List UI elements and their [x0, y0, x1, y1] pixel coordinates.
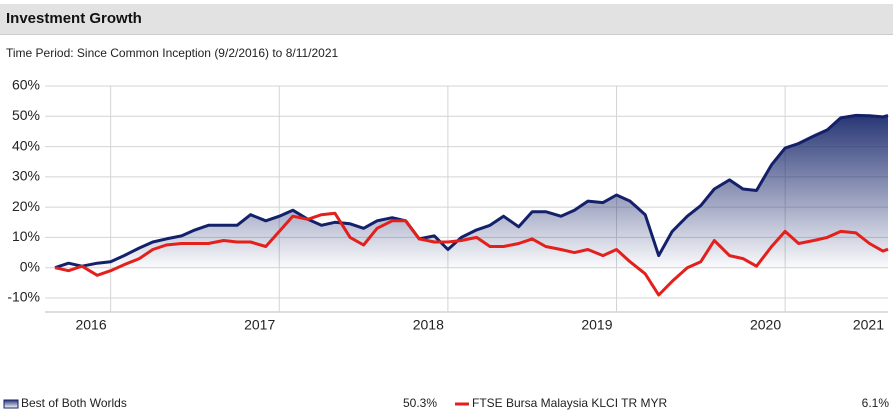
- legend-value: 6.1%: [862, 396, 890, 410]
- y-tick-label: 50%: [12, 107, 40, 123]
- legend-value: 50.3%: [403, 396, 437, 410]
- y-tick-label: 10%: [12, 228, 40, 244]
- y-tick-label: -10%: [7, 289, 40, 305]
- x-tick-label: 2017: [244, 317, 275, 333]
- x-tick-label: 2020: [750, 317, 781, 333]
- chart-title: Investment Growth: [6, 10, 142, 27]
- y-tick-label: 40%: [12, 137, 40, 153]
- legend-label: Best of Both Worlds: [21, 396, 127, 410]
- y-tick-label: 60%: [12, 77, 40, 93]
- y-tick-label: 0%: [20, 258, 40, 274]
- series-area: [55, 115, 888, 268]
- series-line: [54, 113, 889, 270]
- legend-label: FTSE Bursa Malaysia KLCI TR MYR: [472, 396, 667, 410]
- x-tick-label: 2019: [581, 317, 612, 333]
- subtitle: Time Period: Since Common Inception (9/2…: [6, 46, 339, 60]
- header-bar: [0, 4, 893, 35]
- series-line: [54, 211, 889, 297]
- x-tick-label: 2021: [853, 317, 884, 333]
- legend-swatch: [3, 399, 19, 409]
- x-tick-label: 2016: [75, 317, 106, 333]
- y-tick-label: 30%: [12, 168, 40, 184]
- y-tick-label: 20%: [12, 198, 40, 214]
- x-tick-label: 2018: [413, 317, 444, 333]
